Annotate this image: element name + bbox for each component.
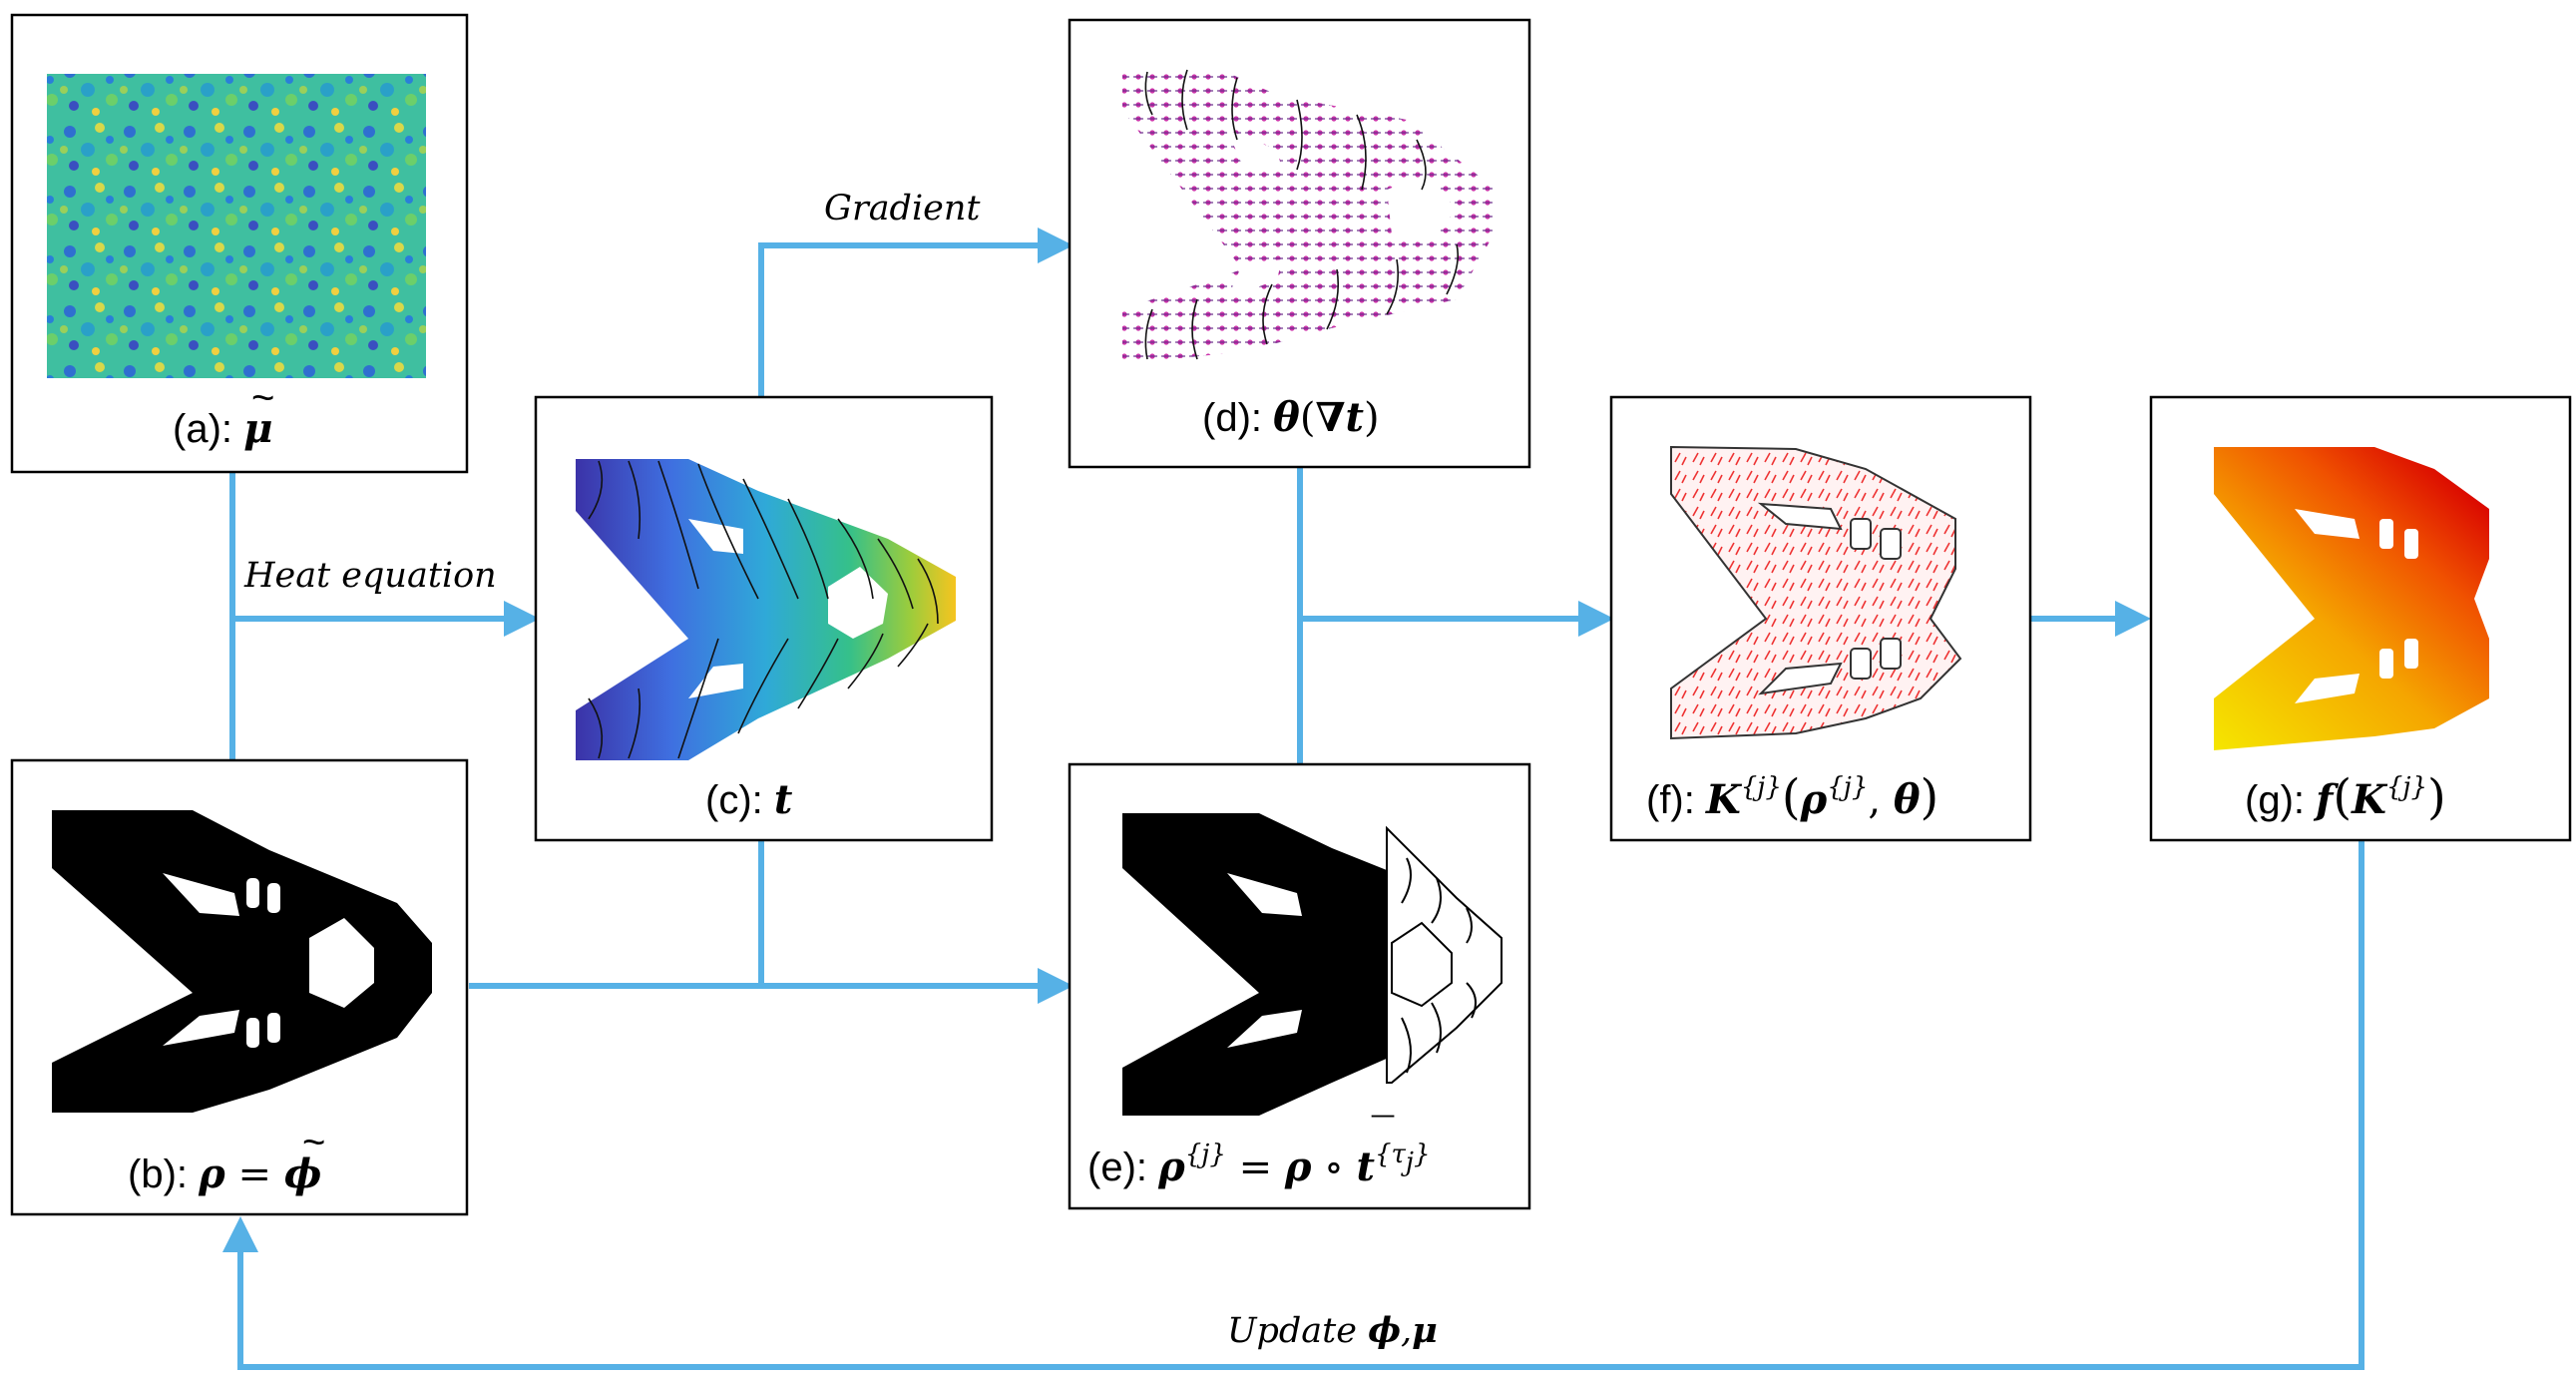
bar-e: ¯ [1371, 1111, 1395, 1154]
caption-b: (b): ρ = ϕ [128, 1150, 321, 1197]
black-topology-image [52, 810, 432, 1113]
label-heat-equation: Heat equation [243, 556, 497, 596]
edge-gradient [758, 228, 1073, 397]
random-field-image [47, 74, 426, 378]
objective-field-image [2214, 447, 2489, 750]
caption-a: (a): μ [173, 405, 272, 452]
caption-c: (c): t [705, 776, 793, 823]
panel-g: (g): f(K{j}) [2149, 395, 2572, 842]
accent-b: ~ [302, 1121, 325, 1164]
panel-d: (d): θ(∇t) [1068, 18, 1531, 469]
accent-a: ~ [251, 376, 274, 420]
panel-f: (f): K{j}(ρ{j}, θ) [1609, 395, 2032, 842]
caption-e: (e): ρ{j} = ρ ∘ t{τj} [1087, 1140, 1431, 1190]
time-field-image [576, 459, 956, 760]
panel-b: (b): ρ = ϕ ~ [10, 758, 469, 1216]
partial-topology-image [1122, 813, 1503, 1116]
caption-g: (g): f(K{j}) [2245, 769, 2446, 825]
panel-a: (a): μ ~ [10, 13, 469, 474]
label-gradient: Gradient [824, 189, 981, 229]
orientation-field-image [1122, 68, 1497, 364]
panel-e: (e): ρ{j} = ρ ∘ t{τj} ¯ [1068, 762, 1531, 1210]
caption-f: (f): K{j}(ρ{j}, θ) [1646, 769, 1938, 825]
edges [222, 228, 2364, 1370]
fiber-orientation-image [1670, 445, 1962, 740]
caption-d: (d): θ(∇t) [1202, 394, 1380, 441]
label-update: Update ϕ,μ [1227, 1310, 1438, 1351]
panel-c: (c): t [534, 395, 994, 842]
edge-update [222, 840, 2364, 1370]
